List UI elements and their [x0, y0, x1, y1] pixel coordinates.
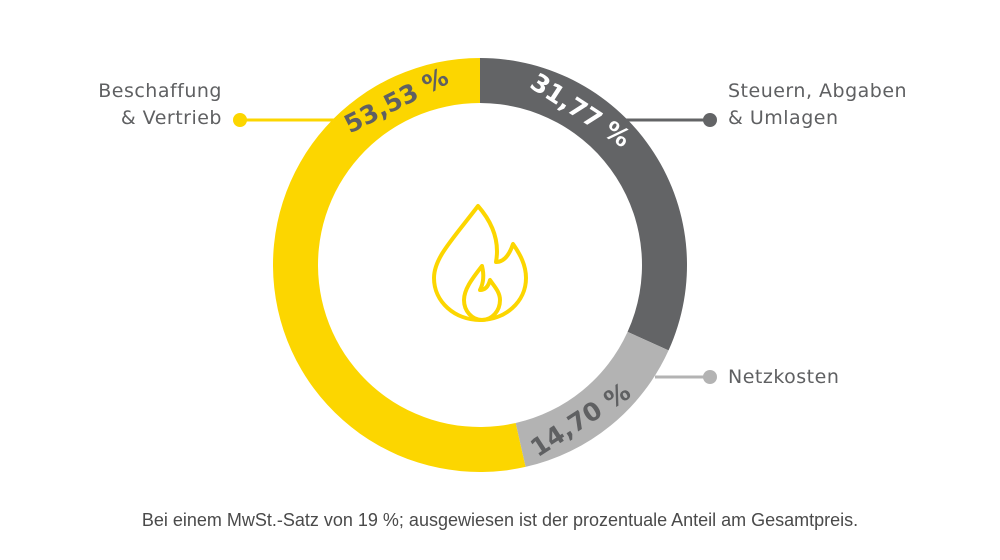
slice-steuern: [480, 58, 687, 351]
slice-beschaffung: [272, 58, 526, 472]
chart-footnote: Bei einem MwSt.-Satz von 19 %; ausgewies…: [141, 510, 859, 530]
legend-label-line: Netzkosten: [728, 366, 840, 388]
legend-label-line: & Umlagen: [728, 107, 839, 129]
slice-netzkosten: [515, 331, 669, 467]
legend-label-line: Beschaffung: [98, 80, 222, 102]
leader-beschaffung: [233, 113, 348, 127]
leader-netzkosten: [655, 370, 717, 384]
legend-label-steuern: Steuern, Abgaben & Umlagen: [728, 78, 968, 132]
legend-label-beschaffung: Beschaffung & Vertrieb: [60, 78, 222, 132]
legend-label-line: & Vertrieb: [120, 107, 222, 129]
legend-label-line: Steuern, Abgaben: [728, 80, 908, 102]
legend-label-netzkosten: Netzkosten: [728, 364, 928, 391]
flame-icon: [432, 204, 528, 322]
leader-steuern: [612, 113, 717, 127]
